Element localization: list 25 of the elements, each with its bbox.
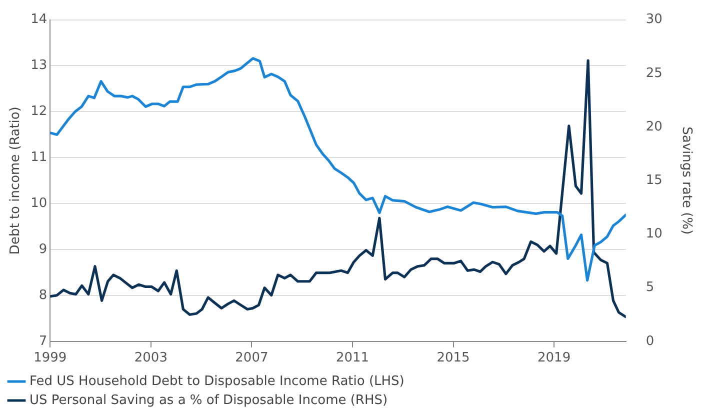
x-tick-label: 2007 bbox=[235, 350, 268, 366]
legend-label: US Personal Saving as a % of Disposable Income (RHS) bbox=[30, 392, 388, 408]
y2-axis-title: Savings rate (%) bbox=[678, 126, 694, 235]
y-tick-label: 14 bbox=[30, 12, 48, 28]
x-tick-label: 2011 bbox=[336, 350, 370, 366]
y2-tick-label: 30 bbox=[646, 12, 662, 28]
y-tick-label: 13 bbox=[30, 58, 48, 74]
y2-tick-label: 10 bbox=[646, 226, 662, 242]
y2-tick-label: 0 bbox=[646, 334, 654, 349]
y-tick-label: 9 bbox=[38, 242, 48, 257]
y-tick-label: 10 bbox=[30, 196, 48, 211]
y-tick-label: 7 bbox=[38, 334, 48, 349]
y2-tick-label: 15 bbox=[646, 172, 662, 188]
y2-tick-label: 5 bbox=[646, 280, 654, 296]
legend-label: Fed US Household Debt to Disposable Income Ratio (LHS) bbox=[30, 374, 404, 389]
y2-tick-label: 25 bbox=[646, 66, 662, 81]
x-tick-label: 2019 bbox=[538, 350, 571, 366]
y-tick-label: 11 bbox=[30, 150, 48, 166]
y-axis-title: Debt to income (Ratio) bbox=[8, 106, 24, 255]
x-tick-label: 2003 bbox=[134, 350, 168, 366]
x-tick-label: 1999 bbox=[34, 350, 67, 366]
y-tick-label: 8 bbox=[38, 288, 48, 303]
y-tick-label: 12 bbox=[30, 104, 48, 120]
y2-tick-label: 20 bbox=[646, 119, 662, 134]
x-tick-label: 2015 bbox=[436, 350, 470, 366]
